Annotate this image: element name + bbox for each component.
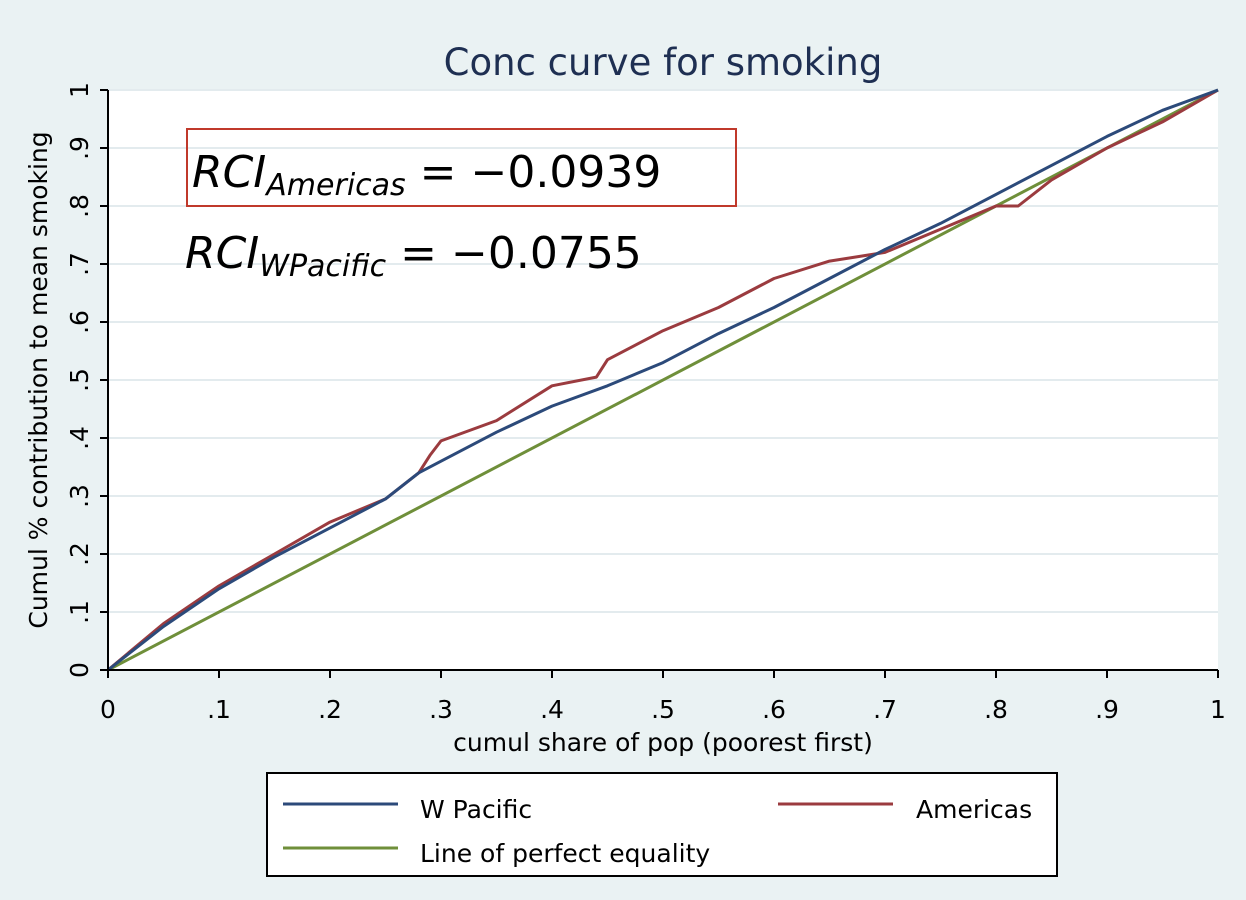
rci-wpacific-annotation: RCIWPacific = −0.0755 xyxy=(185,228,642,284)
y-tick-label-3: .3 xyxy=(65,484,94,508)
rci-americas-annotation: RCIAmericas = −0.0939 xyxy=(192,147,661,203)
x-tick-label-1: .1 xyxy=(207,695,231,724)
x-tick-label-9: .9 xyxy=(1095,695,1119,724)
rci-americas-box xyxy=(186,128,737,207)
y-tick-label-1: .1 xyxy=(65,600,94,624)
x-tick-label-5: .5 xyxy=(651,695,675,724)
x-tick-label-8: .8 xyxy=(984,695,1008,724)
y-axis-label: Cumul % contribution to mean smoking xyxy=(24,131,53,628)
y-tick-label-6: .6 xyxy=(65,310,94,334)
series-line-equality xyxy=(107,88,1219,672)
rci-americas-subscript: Americas xyxy=(264,168,405,203)
x-axis-ticks: 0 .1 .2 .3 .4 .5 .6 .7 .8 .9 1 xyxy=(100,670,1226,724)
legend-label-equality: Line of perfect equality xyxy=(420,839,710,868)
legend-box xyxy=(266,772,1058,877)
rci-wpacific-value: = −0.0755 xyxy=(400,228,642,279)
rci-americas-value: = −0.0939 xyxy=(420,147,662,198)
x-tick-label-2: .2 xyxy=(318,695,342,724)
x-tick-label-7: .7 xyxy=(873,695,897,724)
y-tick-label-4: .4 xyxy=(65,426,94,450)
chart-title: Conc curve for smoking xyxy=(444,41,883,84)
x-axis-label: cumul share of pop (poorest first) xyxy=(453,728,873,757)
y-tick-label-2: .2 xyxy=(65,542,94,566)
rci-wpacific-symbol: RCI xyxy=(185,228,259,279)
y-tick-label-0: 0 xyxy=(65,662,94,678)
x-tick-label-0: 0 xyxy=(100,695,116,724)
series-layer xyxy=(107,88,1219,672)
y-tick-label-9: .9 xyxy=(65,136,94,160)
rci-wpacific-subscript: WPacific xyxy=(259,249,386,284)
series-line-wpacific xyxy=(107,88,1219,672)
y-tick-label-7: .7 xyxy=(65,252,94,276)
x-tick-label-10: 1 xyxy=(1210,695,1226,724)
legend-label-americas: Americas xyxy=(916,795,1032,824)
y-tick-label-10: 1 xyxy=(65,82,94,98)
x-tick-label-3: .3 xyxy=(429,695,453,724)
y-tick-label-5: .5 xyxy=(65,368,94,392)
series-line-americas xyxy=(107,88,1219,672)
y-axis-ticks: 0 .1 .2 .3 .4 .5 .6 .7 .8 .9 1 xyxy=(65,82,108,678)
y-tick-label-8: .8 xyxy=(65,194,94,218)
rci-americas-symbol: RCI xyxy=(192,147,266,198)
x-tick-label-6: .6 xyxy=(762,695,786,724)
x-tick-label-4: .4 xyxy=(540,695,564,724)
legend-label-wpacific: W Pacific xyxy=(420,795,532,824)
